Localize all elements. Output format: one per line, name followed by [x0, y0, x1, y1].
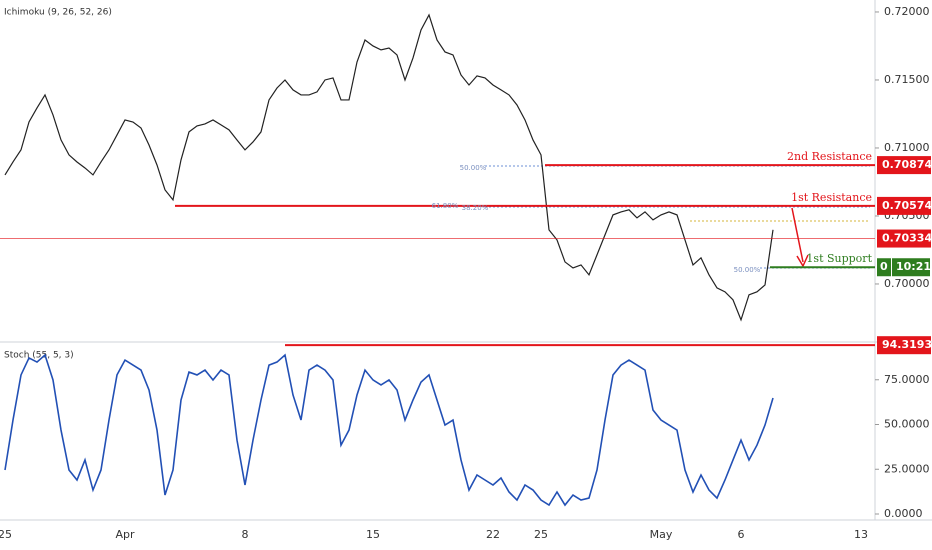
level-tag-label: 0.70574 — [882, 199, 932, 212]
level-tag — [877, 156, 931, 175]
y-tick-label: 50.0000 — [884, 418, 930, 431]
fib-label: 50.00% — [734, 266, 761, 274]
y-tick-label: 0.70000 — [884, 277, 930, 290]
x-tick-label: 25 — [0, 528, 12, 541]
level-label: 2nd Resistance — [787, 150, 872, 163]
last-price-label: 0.70334 — [882, 232, 932, 245]
countdown-tag — [892, 258, 930, 277]
indicator-title: Ichimoku (9, 26, 52, 26) — [4, 8, 112, 18]
y-tick-label: 0.71500 — [884, 73, 930, 86]
fib-label: 50.00% — [460, 164, 487, 172]
last-price-tag — [877, 229, 931, 248]
fib-label: 38.20% — [462, 204, 489, 212]
y-tick-label: 0.0000 — [884, 507, 923, 520]
x-tick-label: 22 — [486, 528, 500, 541]
y-tick-label: 25.0000 — [884, 462, 930, 475]
indicator-title: Stoch (55, 5, 3) — [4, 351, 74, 361]
level-tag-label: 0.70874 — [882, 158, 932, 171]
fib-label: 61.80% — [432, 202, 459, 210]
level-tag-label: 0 — [880, 260, 888, 273]
level-label: 1st Resistance — [791, 191, 872, 204]
arrow — [791, 207, 809, 268]
series-line — [4, 353, 774, 507]
level-tag — [877, 258, 891, 277]
level-tag-label: 94.3193 — [882, 338, 932, 351]
x-tick-label: 13 — [854, 528, 868, 541]
y-tick-label: 0.71000 — [884, 141, 930, 154]
x-tick-label: 15 — [366, 528, 380, 541]
x-tick-label: 8 — [242, 528, 249, 541]
x-tick-label: May — [650, 528, 673, 541]
countdown: 10:21 — [896, 260, 931, 273]
y-tick-label: 0.72000 — [884, 5, 930, 18]
x-tick-label: 25 — [534, 528, 548, 541]
level-tag — [877, 336, 931, 355]
x-tick-label: Apr — [115, 528, 135, 541]
y-tick-label: 75.0000 — [884, 373, 930, 386]
series-line — [4, 13, 774, 322]
x-tick-label: 6 — [738, 528, 745, 541]
level-label: 1st Support — [806, 252, 872, 265]
level-tag — [877, 196, 931, 215]
